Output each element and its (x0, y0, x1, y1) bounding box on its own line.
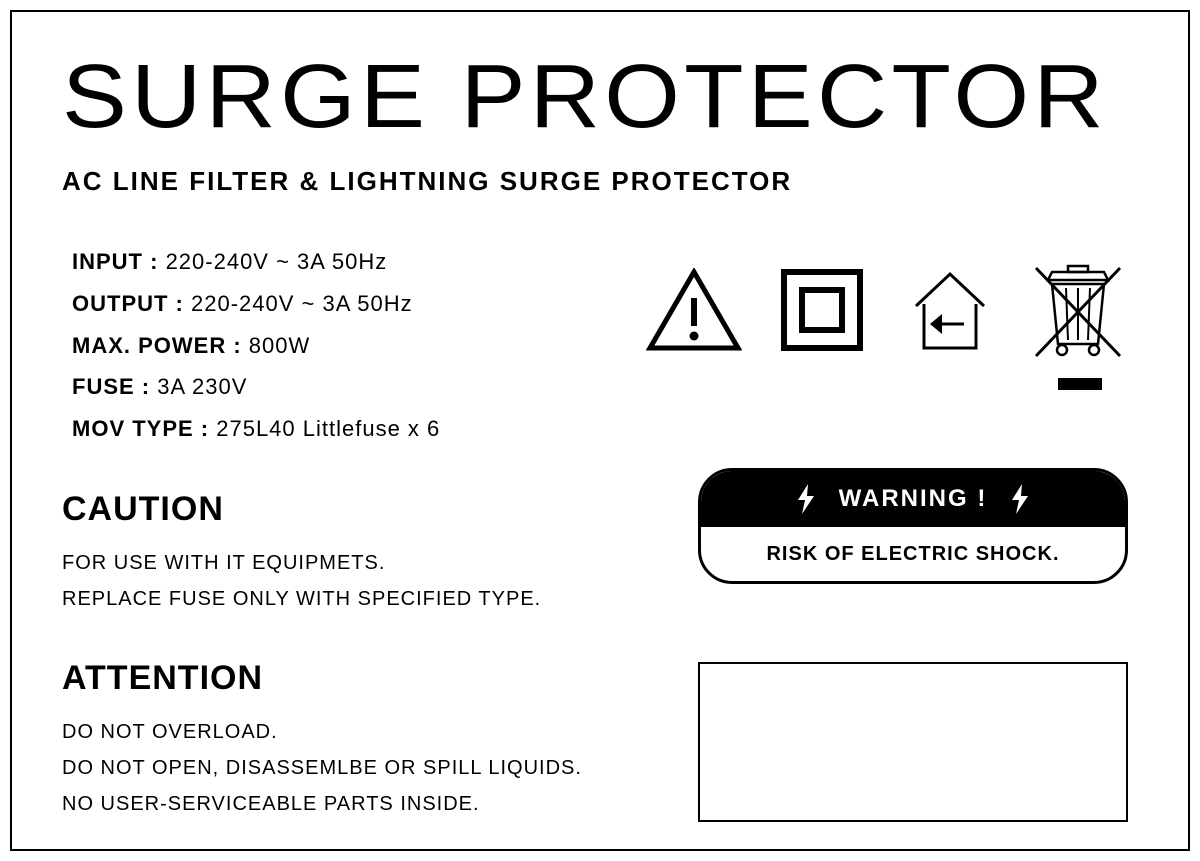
lightning-icon (795, 484, 817, 514)
warning-body: RISK OF ELECTRIC SHOCK. (701, 527, 1125, 581)
spec-label: FUSE : (72, 374, 150, 399)
double-square-icon (772, 260, 872, 360)
weee-bin-icon (1028, 260, 1128, 390)
product-subtitle: AC LINE FILTER & LIGHTNING SURGE PROTECT… (62, 166, 1138, 197)
spec-value: 220-240V ~ 3A 50Hz (158, 249, 387, 274)
spec-value: 220-240V ~ 3A 50Hz (184, 291, 413, 316)
caution-triangle-icon (644, 260, 744, 360)
spec-value: 3A 230V (150, 374, 247, 399)
label-panel: SURGE PROTECTOR AC LINE FILTER & LIGHTNI… (10, 10, 1190, 851)
warning-panel: WARNING ! RISK OF ELECTRIC SHOCK. (698, 468, 1128, 584)
blank-box (698, 662, 1128, 822)
indoor-use-icon (900, 260, 1000, 360)
compliance-icons (644, 260, 1128, 390)
weee-bar-icon (1058, 378, 1102, 390)
lightning-icon (1009, 484, 1031, 514)
caution-line: REPLACE FUSE ONLY WITH SPECIFIED TYPE. (62, 581, 1138, 617)
spec-label: MOV TYPE : (72, 416, 209, 441)
warning-title: WARNING ! (839, 485, 988, 513)
spec-value: 800W (242, 333, 311, 358)
spec-label: MAX. POWER : (72, 333, 242, 358)
spec-label: OUTPUT : (72, 291, 184, 316)
warning-header: WARNING ! (701, 471, 1125, 527)
spec-row: MOV TYPE : 275L40 Littlefuse x 6 (72, 408, 1138, 450)
spec-label: INPUT : (72, 249, 158, 274)
product-title: SURGE PROTECTOR (62, 52, 1200, 142)
spec-value: 275L40 Littlefuse x 6 (209, 416, 440, 441)
